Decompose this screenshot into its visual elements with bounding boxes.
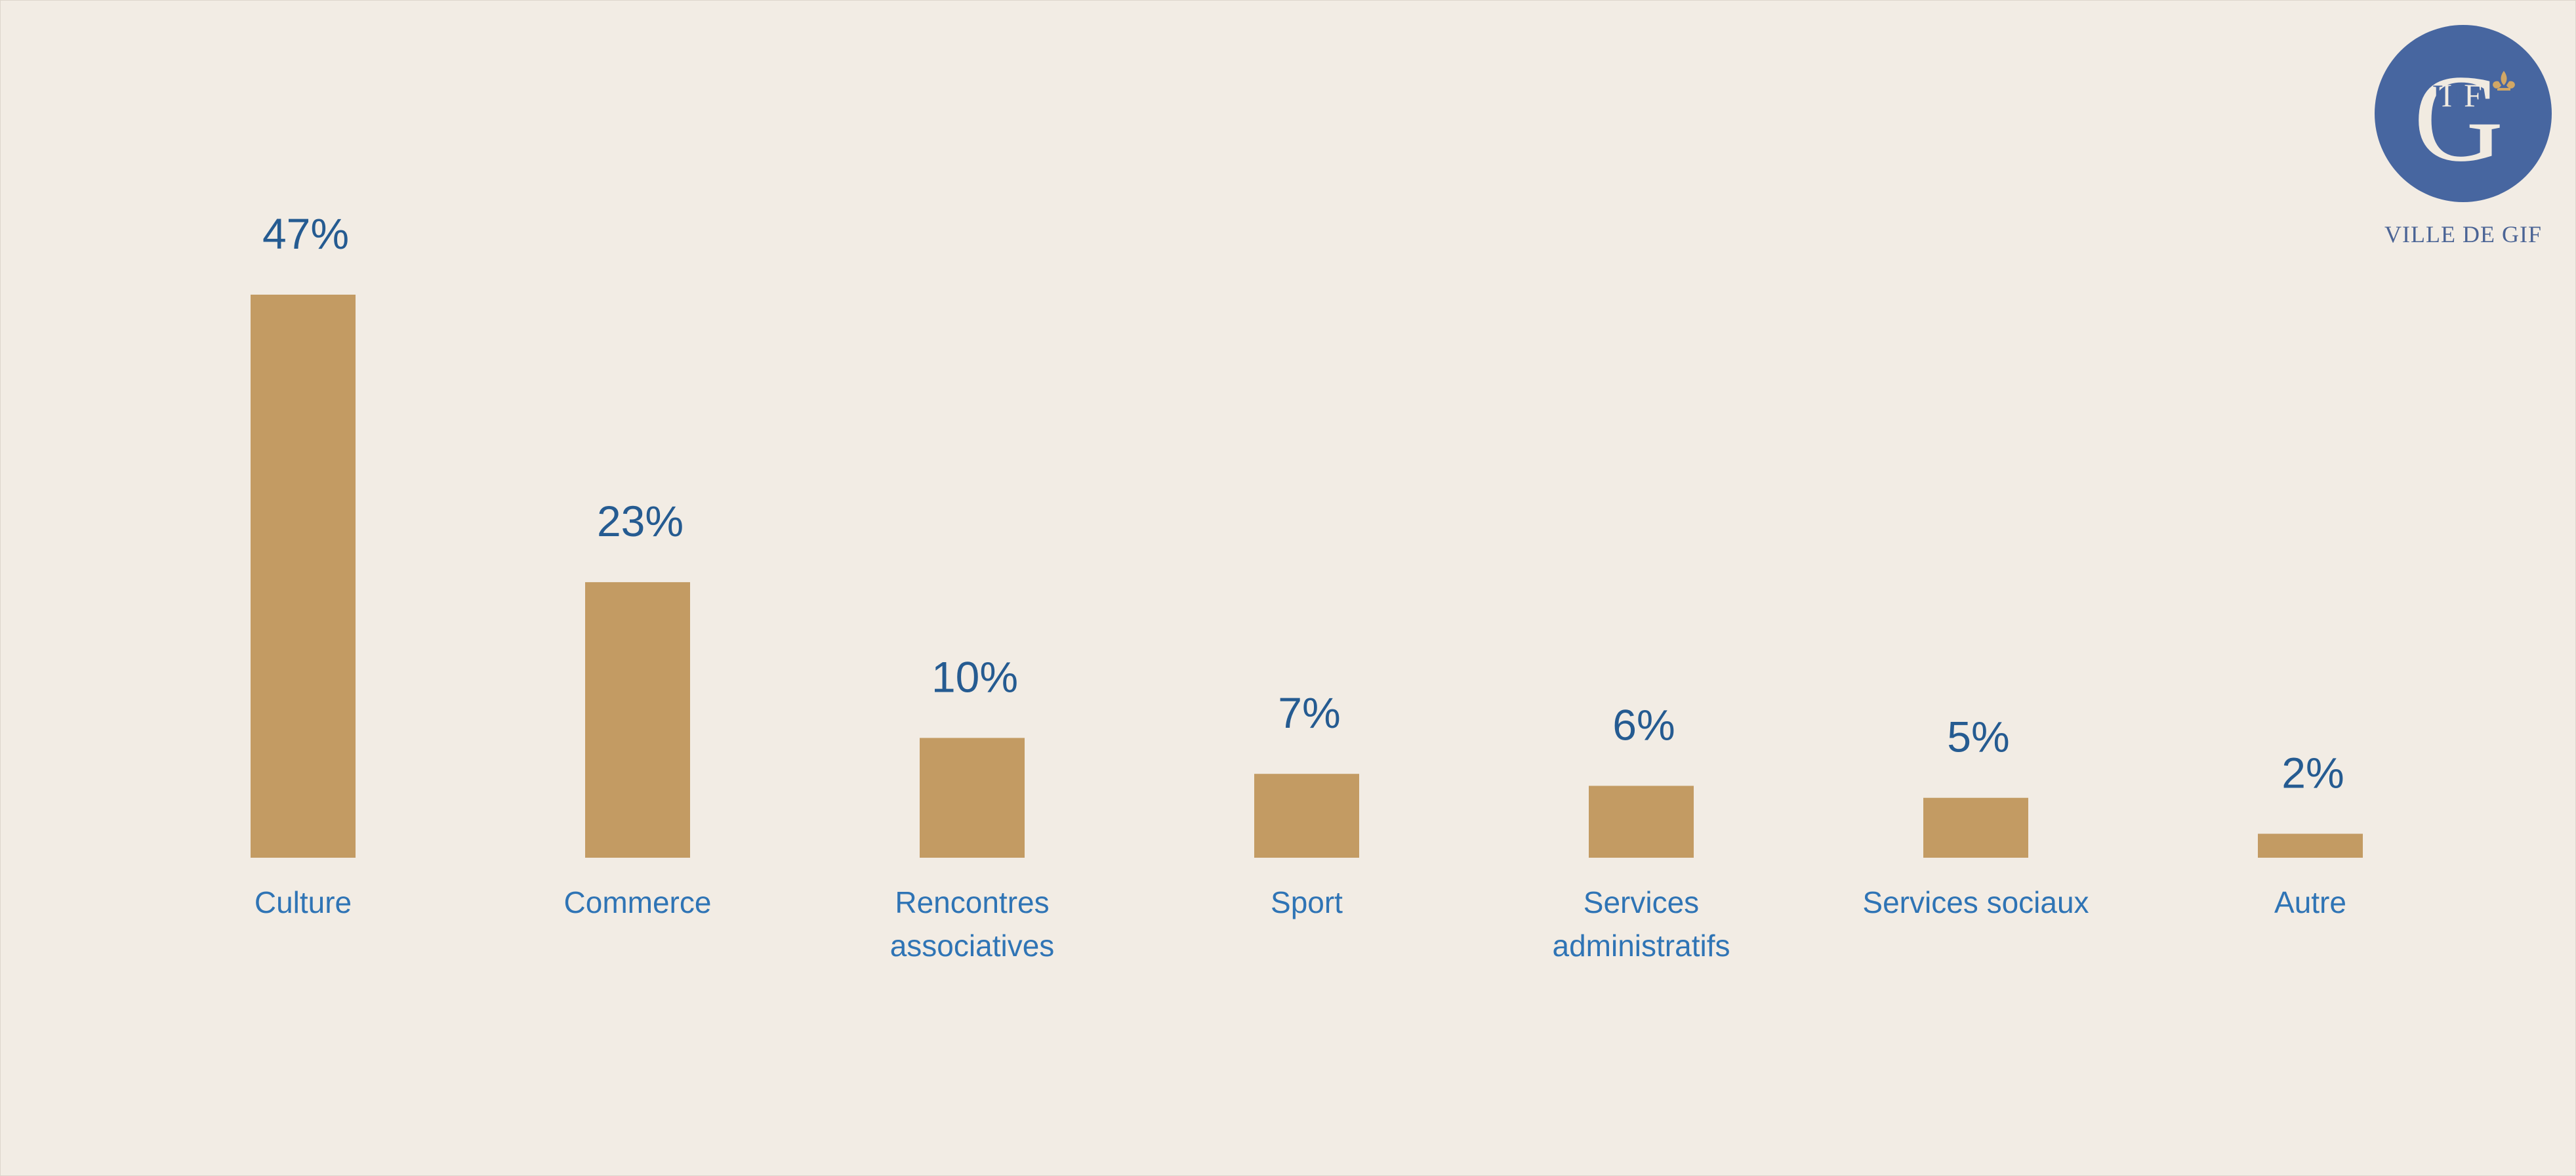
bar (251, 295, 356, 858)
category-label: Services administratifs (1553, 885, 1730, 963)
bar-value-label: 23% (597, 497, 684, 545)
category-label: Services sociaux (1862, 885, 2089, 919)
bar-value-label: 5% (1947, 713, 2009, 761)
bar (920, 738, 1025, 858)
logo-emblem: G I F I F (2375, 25, 2552, 202)
logo-caption: VILLE DE GIF (2384, 221, 2542, 247)
bar-value-label: 10% (931, 652, 1018, 701)
bar (2258, 833, 2363, 858)
category-label: Autre (2274, 885, 2346, 919)
bar (1254, 774, 1359, 858)
bar (1589, 786, 1694, 858)
svg-text:F: F (2464, 77, 2482, 114)
svg-text:I F: I F (2432, 77, 2472, 117)
category-label: Sport (1271, 885, 1343, 919)
city-logo: G I F I F VILLE DE GIF (2361, 25, 2565, 261)
bar (1923, 797, 2028, 858)
svg-text:G: G (2413, 50, 2503, 188)
bar-value-label: 6% (1612, 700, 1675, 749)
category-label: Culture (255, 885, 352, 919)
svg-text:I: I (2442, 77, 2453, 114)
bar-value-label: 2% (2281, 748, 2344, 797)
bar-value-label: 47% (262, 209, 349, 258)
category-label: Rencontres associatives (890, 885, 1055, 963)
bar (585, 582, 690, 858)
category-label: Commerce (564, 885, 712, 919)
fleur-de-lis-icon: G I F I F (2413, 50, 2515, 188)
bar-value-label: 7% (1278, 688, 1340, 737)
